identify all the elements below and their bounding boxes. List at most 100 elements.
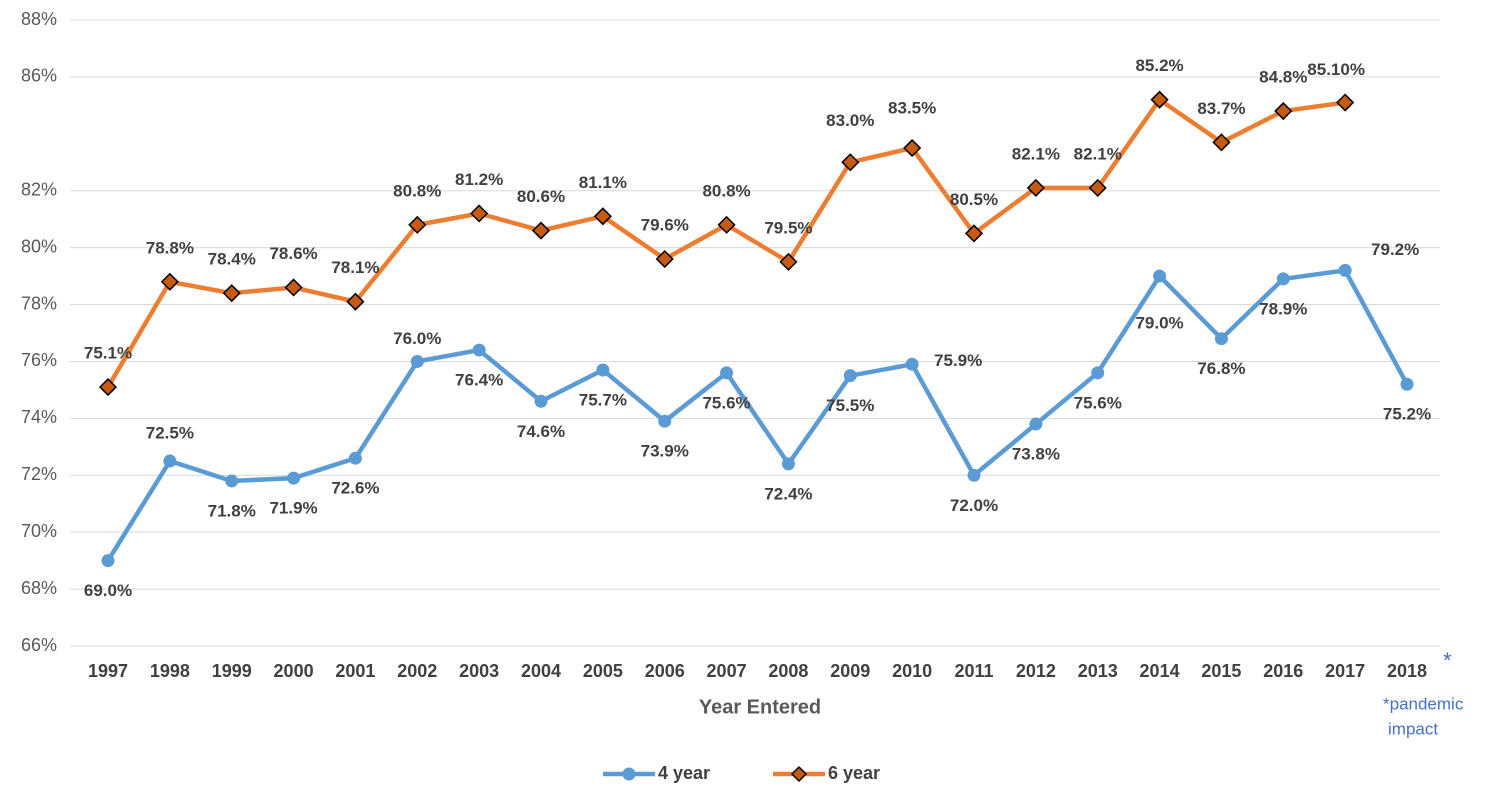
data-label: 69.0% [84, 581, 132, 600]
x-tick-label: 1999 [212, 661, 252, 681]
data-label: 73.9% [641, 442, 689, 461]
x-tick-label: 2000 [274, 661, 314, 681]
legend-label: 6 year [828, 763, 880, 783]
data-label: 72.5% [146, 424, 194, 443]
data-label: 75.6% [702, 393, 750, 412]
x-tick-label: 2013 [1078, 661, 1118, 681]
series-line [106, 268, 1409, 562]
point [1274, 101, 1293, 121]
y-tick-label: 72% [21, 464, 57, 484]
data-label: 78.9% [1259, 299, 1307, 318]
data-label: 75.2% [1383, 405, 1431, 424]
legend-label: 4 year [658, 763, 710, 783]
x-tick-label: 1997 [88, 661, 128, 681]
x-tick-label: 2009 [830, 661, 870, 681]
point [346, 292, 365, 311]
x-tick-label: 1998 [150, 661, 190, 681]
data-label: 83.0% [826, 111, 874, 130]
point [903, 138, 922, 158]
x-tick-label: 2015 [1201, 661, 1241, 681]
point [534, 394, 548, 408]
point [410, 354, 424, 368]
data-label: 80.6% [517, 187, 565, 206]
data-label: 80.8% [702, 181, 750, 200]
data-label: 72.4% [764, 484, 812, 503]
x-tick-label: 2007 [707, 661, 747, 681]
data-label: 80.5% [950, 190, 998, 209]
point [408, 215, 427, 234]
data-label: 84.8% [1259, 68, 1307, 87]
point [163, 454, 177, 468]
y-tick-label: 68% [21, 578, 57, 598]
data-label: 76.0% [393, 329, 441, 348]
data-label: 80.8% [393, 181, 441, 200]
x-tick-label: 2014 [1140, 661, 1180, 681]
x-tick-label: 2001 [335, 661, 375, 681]
y-tick-label: 66% [21, 635, 57, 655]
data-label: 75.9% [934, 351, 982, 370]
point [222, 284, 241, 303]
x-tick-label: 2002 [397, 661, 437, 681]
data-label: 79.6% [641, 216, 689, 235]
point [160, 272, 179, 291]
y-tick-label: 76% [21, 350, 57, 370]
point [1336, 93, 1355, 112]
point [717, 215, 736, 234]
annotation: *pandemic [1383, 694, 1464, 713]
data-label: 79.0% [1135, 314, 1183, 333]
point [1212, 133, 1231, 152]
point [348, 451, 362, 465]
point [470, 204, 489, 223]
point [1214, 332, 1228, 346]
point [1029, 417, 1043, 431]
point [967, 468, 981, 482]
point [720, 366, 734, 380]
point [593, 207, 612, 226]
point [531, 221, 551, 240]
y-tick-label: 88% [21, 9, 57, 29]
data-label: 72.0% [950, 496, 998, 515]
annotation: * [1443, 648, 1452, 673]
point [1153, 269, 1167, 283]
y-tick-label: 74% [21, 407, 57, 427]
x-tick-label: 2003 [459, 661, 499, 681]
data-label: 81.1% [579, 173, 627, 192]
data-label: 75.6% [1074, 393, 1122, 412]
legend-marker [622, 767, 636, 781]
x-tick-label: 2004 [521, 661, 561, 681]
data-label: 79.2% [1371, 240, 1419, 259]
point [905, 357, 919, 371]
x-tick-label: 2016 [1263, 661, 1303, 681]
y-tick-label: 70% [21, 521, 57, 541]
data-label: 78.1% [331, 258, 379, 277]
point [1150, 90, 1169, 109]
x-tick-label: 2005 [583, 661, 623, 681]
data-label: 82.1% [1074, 144, 1122, 163]
point [1338, 263, 1352, 277]
data-label: 75.1% [84, 344, 132, 363]
data-label: 71.9% [269, 499, 317, 518]
point [1276, 272, 1290, 286]
point [284, 278, 303, 297]
point [596, 363, 610, 377]
point [1091, 366, 1105, 380]
point [101, 554, 115, 568]
data-label: 73.8% [1012, 445, 1060, 464]
x-tick-label: 2017 [1325, 661, 1365, 681]
point [781, 457, 795, 471]
point [1400, 377, 1414, 391]
data-label: 72.6% [331, 479, 379, 498]
y-tick-label: 82% [21, 179, 57, 199]
data-label: 85.10% [1307, 60, 1365, 79]
data-label: 75.7% [579, 390, 627, 409]
point [655, 249, 674, 269]
point [225, 474, 239, 488]
data-label: 83.5% [888, 99, 936, 118]
data-label: 76.4% [455, 371, 503, 390]
point [658, 414, 672, 428]
data-label: 82.1% [1012, 144, 1060, 163]
data-label: 85.2% [1135, 56, 1183, 75]
data-label: 74.6% [517, 422, 565, 441]
data-label: 79.5% [764, 218, 812, 237]
